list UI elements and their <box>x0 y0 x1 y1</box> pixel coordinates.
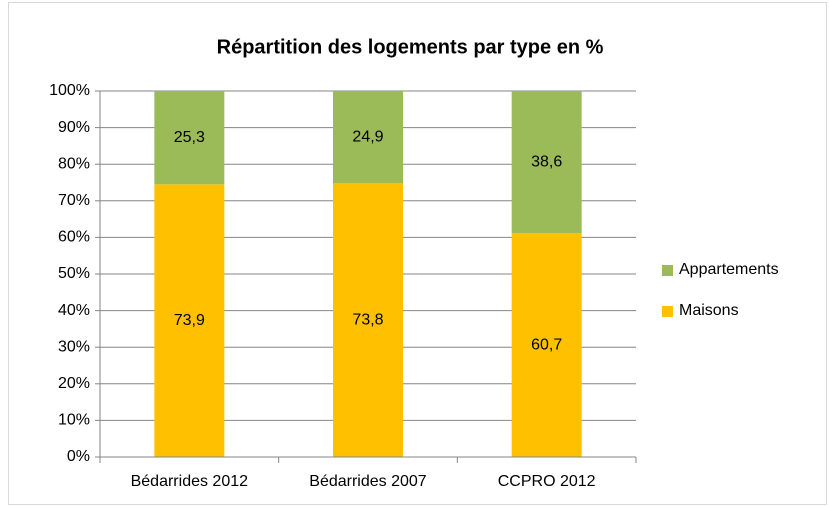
bar-segment <box>154 91 225 185</box>
legend-label: Appartements <box>679 261 779 278</box>
y-tick-label: 60% <box>58 229 90 246</box>
y-tick-label: 40% <box>58 302 90 319</box>
data-label: 73,9 <box>174 312 205 329</box>
bar-segment <box>154 184 225 457</box>
bar-segment <box>333 183 403 457</box>
x-tick-label: Bédarrides 2012 <box>131 473 249 490</box>
chart-title: Répartition des logements par type en % <box>217 36 604 58</box>
bar-segment <box>333 91 403 184</box>
data-label: 73,8 <box>352 311 383 328</box>
legend-swatch <box>662 306 673 317</box>
y-tick-label: 30% <box>58 338 90 355</box>
data-label: 24,9 <box>352 128 383 145</box>
y-tick-label: 70% <box>58 192 90 209</box>
y-tick-label: 90% <box>58 119 90 136</box>
chart-border <box>8 2 827 505</box>
data-label: 38,6 <box>531 153 562 170</box>
y-tick-label: 20% <box>58 375 90 392</box>
y-tick-label: 10% <box>58 412 90 429</box>
bar-segment <box>511 233 582 457</box>
y-tick-label: 100% <box>49 82 90 99</box>
y-tick-label: 80% <box>58 155 90 172</box>
bar-segment <box>511 91 582 234</box>
data-label: 25,3 <box>174 129 205 146</box>
y-tick-label: 0% <box>67 448 90 465</box>
x-tick-label: Bédarrides 2007 <box>309 473 427 490</box>
data-label: 60,7 <box>531 336 562 353</box>
legend-swatch <box>662 265 673 276</box>
y-tick-label: 50% <box>58 265 90 282</box>
legend-label: Maisons <box>679 302 739 319</box>
x-tick-label: CCPRO 2012 <box>498 473 596 490</box>
